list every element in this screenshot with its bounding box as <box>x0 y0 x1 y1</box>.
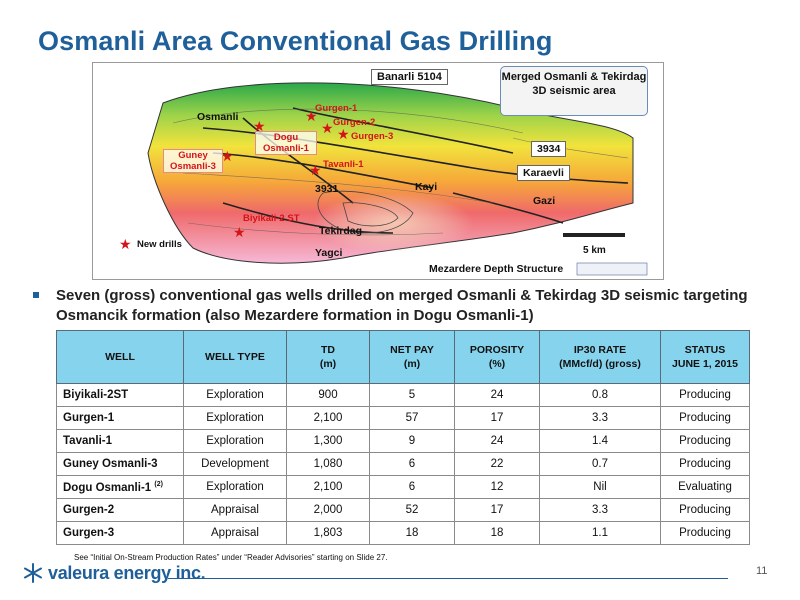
drill-label-dogu: Dogu Osmanli-1 <box>255 131 317 155</box>
col-porosity: POROSITY (%) <box>454 330 540 384</box>
map-header-label: Banarli 5104 <box>371 69 448 85</box>
drill-label-gurgen2: Gurgen-2 <box>333 117 376 128</box>
drill-label-guney: Guney Osmanli-3 <box>163 149 223 173</box>
footer-divider <box>168 578 728 579</box>
col-netpay: NET PAY (m) <box>369 330 455 384</box>
wells-table: WELL WELL TYPE TD (m) NET PAY (m) POROSITY… <box>56 330 750 545</box>
red-star-icon: ★ <box>321 120 334 136</box>
legend-label: New drills <box>137 239 182 250</box>
table-row: Gurgen-3 Appraisal 1,803 18 18 1.1 Produ… <box>56 521 750 545</box>
place-karaevli: Karaevli <box>517 165 570 181</box>
drill-label-gurgen1: Gurgen-1 <box>315 103 358 114</box>
red-star-icon: ★ <box>305 108 318 124</box>
col-status: STATUS JUNE 1, 2015 <box>660 330 750 384</box>
drill-label-biyikali: Biyikali-2 ST <box>243 213 300 224</box>
drill-label-tavanli: Tavanli-1 <box>323 159 364 170</box>
red-star-icon: ★ <box>221 148 234 164</box>
table-row: Biyikali-2ST Exploration 900 5 24 0.8 Pr… <box>56 383 750 407</box>
table-row: Guney Osmanli-3 Development 1,080 6 22 0… <box>56 452 750 476</box>
square-bullet-icon <box>32 290 42 300</box>
table-row: Gurgen-2 Appraisal 2,000 52 17 3.3 Produ… <box>56 498 750 522</box>
col-type: WELL TYPE <box>183 330 287 384</box>
red-star-icon: ★ <box>309 162 322 178</box>
col-ip30: IP30 RATE (MMcf/d) (gross) <box>539 330 661 384</box>
page-number: 11 <box>756 565 768 577</box>
red-star-icon: ★ <box>119 236 132 252</box>
table-row: Dogu Osmanli-1 (2) Exploration 2,100 6 1… <box>56 475 750 499</box>
place-osmanli: Osmanli <box>197 111 239 123</box>
slide-title: Osmanli Area Conventional Gas Drilling <box>38 26 553 56</box>
place-tekirdag: Tekirdag <box>319 225 362 237</box>
logo-text: valeura energy inc. <box>48 562 206 583</box>
place-3934: 3934 <box>531 141 567 157</box>
col-td: TD (m) <box>286 330 370 384</box>
table-row: Tavanli-1 Exploration 1,300 9 24 1.4 Pro… <box>56 429 750 453</box>
scale-label: 5 km <box>583 245 606 256</box>
red-star-icon: ★ <box>337 126 350 142</box>
drill-label-gurgen3: Gurgen-3 <box>351 131 394 142</box>
red-star-icon: ★ <box>233 224 246 240</box>
table-header-row: WELL WELL TYPE TD (m) NET PAY (m) POROSITY… <box>56 330 750 384</box>
seismic-area-callout: Merged Osmanli & Tekirdag 3D seismic are… <box>500 66 648 116</box>
footnote-ref: (2) <box>154 480 163 488</box>
red-star-icon: ★ <box>253 118 266 134</box>
col-well: WELL <box>56 330 184 384</box>
footnote: See “Initial On-Stream Production Rates”… <box>74 553 388 562</box>
bullet-text: Seven (gross) conventional gas wells dri… <box>56 287 748 324</box>
place-gazi: Gazi <box>533 195 556 207</box>
place-3931: 3931 <box>315 183 339 195</box>
table-row: Gurgen-1 Exploration 2,100 57 17 3.3 Pro… <box>56 406 750 430</box>
company-logo: valeura energy inc. <box>22 562 206 584</box>
snowflake-logo-icon <box>24 563 42 583</box>
place-kayi: Kayi <box>415 181 438 193</box>
place-yagci: Yagci <box>315 247 343 259</box>
map-caption: Mezardere Depth Structure <box>429 263 564 275</box>
map-graphic <box>147 82 648 276</box>
